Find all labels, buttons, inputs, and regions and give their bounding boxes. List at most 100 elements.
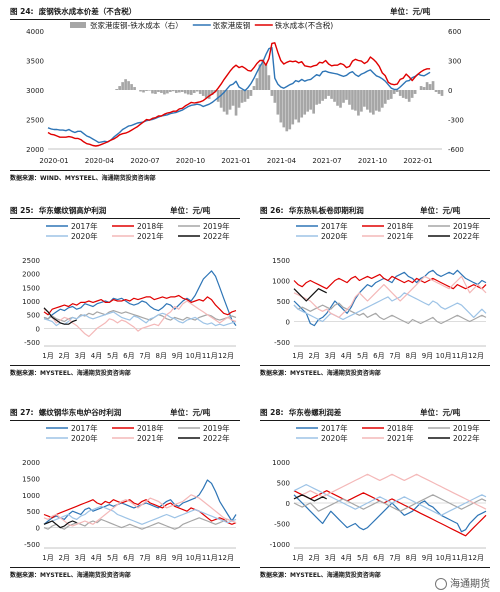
- x-tick-label: 3月: [75, 554, 86, 562]
- spread-bar: [345, 90, 348, 100]
- x-tick-label: 3月: [325, 352, 336, 360]
- chart-source: 数据来源：WIND、MYSTEEL、海通期货投资咨询部: [10, 175, 156, 182]
- chart-legend: 张家港废钢-铁水成本（右） 张家港废钢 铁水成本(不含税): [70, 20, 333, 30]
- spread-bar: [342, 90, 345, 103]
- series-line: [43, 270, 237, 326]
- x-tick-label: 1月: [292, 554, 303, 562]
- y2-tick-label: 300: [448, 58, 461, 66]
- title-rule: [10, 420, 240, 421]
- spread-bar: [324, 90, 327, 99]
- chart-unit: 单位：元/吨: [420, 206, 461, 215]
- legend-label: 2017年: [321, 221, 348, 231]
- x-tick-label: 2月: [308, 554, 319, 562]
- y-tick-label: 0: [36, 325, 40, 333]
- x-tick-label: 6月: [123, 554, 134, 562]
- spread-bar: [258, 64, 262, 90]
- chart-legend: 2017年 2018年 2019年 2020年 2021年 2022年: [46, 221, 230, 241]
- spread-bar: [360, 90, 363, 112]
- x-tick-label: 1月: [42, 352, 53, 360]
- legend-label: 2020年: [321, 231, 348, 241]
- y-tick-label: 3000: [26, 87, 44, 95]
- title-rule: [260, 218, 490, 219]
- spread-bar: [195, 90, 199, 92]
- chart-source: 数据来源：MYSTEEL、海通期货投资咨询部: [10, 572, 131, 579]
- spread-bar: [166, 90, 169, 94]
- legend-label: 2022年: [203, 433, 230, 443]
- spread-bar: [273, 90, 277, 103]
- legend-label: 2022年: [453, 231, 480, 241]
- spread-bar: [339, 90, 342, 108]
- source-rule: [10, 170, 490, 171]
- spread-bar: [279, 90, 283, 123]
- x-tick-label: 2021-07: [312, 157, 341, 165]
- spread-bar: [351, 90, 354, 110]
- chart-title: 图 24: 废钢铁水成本价差（不含税）: [10, 7, 137, 16]
- x-tick-label: 2021-01: [221, 157, 250, 165]
- spread-bar: [285, 90, 289, 132]
- y-tick-label: 500: [277, 298, 290, 306]
- legend-label: 2018年: [137, 423, 164, 433]
- x-tick-label: 4月: [91, 352, 102, 360]
- spread-bar: [303, 90, 307, 115]
- series-line: [293, 273, 487, 290]
- series-line: [293, 490, 487, 537]
- series-line: [293, 275, 487, 319]
- spread-bar: [377, 90, 381, 112]
- spread-bar: [288, 90, 292, 130]
- x-tick-label: 5月: [107, 352, 118, 360]
- x-tick-label: 2020-10: [176, 157, 205, 165]
- spread-bar: [267, 75, 271, 90]
- spread-bar: [178, 90, 181, 93]
- spread-bar: [198, 90, 202, 94]
- spread-bar: [413, 90, 417, 94]
- spread-bar: [392, 90, 396, 94]
- x-tick-label: 9月: [172, 554, 183, 562]
- chart-legend: 2017年 2018年 2019年 2020年 2021年 2022年: [296, 423, 480, 443]
- y-tick-label: 4000: [26, 28, 44, 36]
- y-tick-label: 1000: [22, 298, 40, 306]
- spread-bar: [318, 90, 321, 104]
- spread-bar: [127, 81, 130, 90]
- spread-bar: [201, 90, 205, 96]
- spread-bar: [389, 90, 393, 99]
- chart-title: 图 26: 华东热轧板卷即期利润: [260, 206, 364, 215]
- series-line: [293, 288, 327, 302]
- legend-label: 2018年: [387, 221, 414, 231]
- x-tick-label: 11月: [452, 554, 468, 562]
- x-tick-label: 6月: [373, 352, 384, 360]
- spread-bar: [222, 90, 226, 112]
- spread-bar: [395, 90, 399, 92]
- y-tick-label: -500: [24, 339, 40, 347]
- y-tick-label: 2500: [26, 117, 44, 125]
- spread-bar: [270, 90, 274, 96]
- x-tick-label: 2月: [308, 352, 319, 360]
- x-tick-label: 11月: [452, 352, 468, 360]
- x-tick-label: 3月: [75, 352, 86, 360]
- spread-bar: [118, 86, 121, 90]
- series-line: [43, 520, 77, 529]
- spread-bar: [354, 90, 357, 111]
- y-tick-label: 2000: [22, 459, 40, 467]
- legend-label: 2019年: [453, 221, 480, 231]
- x-tick-label: 1月: [292, 352, 303, 360]
- legend-label: 2020年: [71, 231, 98, 241]
- spread-bar: [231, 90, 235, 106]
- spread-bar: [428, 84, 432, 90]
- spread-bar: [312, 90, 315, 114]
- y2-tick-label: -300: [448, 117, 464, 125]
- chart-svg: 2017年 2018年 2019年 2020年 2021年 2022年 -500 0 500 10…: [272, 221, 487, 360]
- source-rule: [10, 365, 240, 366]
- legend-label: 2019年: [203, 221, 230, 231]
- spread-bar: [189, 90, 193, 95]
- legend-label: 2017年: [321, 423, 348, 433]
- spread-bar: [291, 90, 295, 125]
- series-line: [47, 42, 431, 147]
- series-line: [43, 311, 237, 327]
- x-tick-label: 8月: [406, 352, 417, 360]
- y2-tick-label: 0: [448, 87, 452, 95]
- series-line: [43, 494, 237, 527]
- spread-bar: [306, 90, 310, 112]
- spread-bar: [234, 90, 238, 116]
- spread-bar: [404, 90, 408, 99]
- spread-bar: [124, 79, 127, 90]
